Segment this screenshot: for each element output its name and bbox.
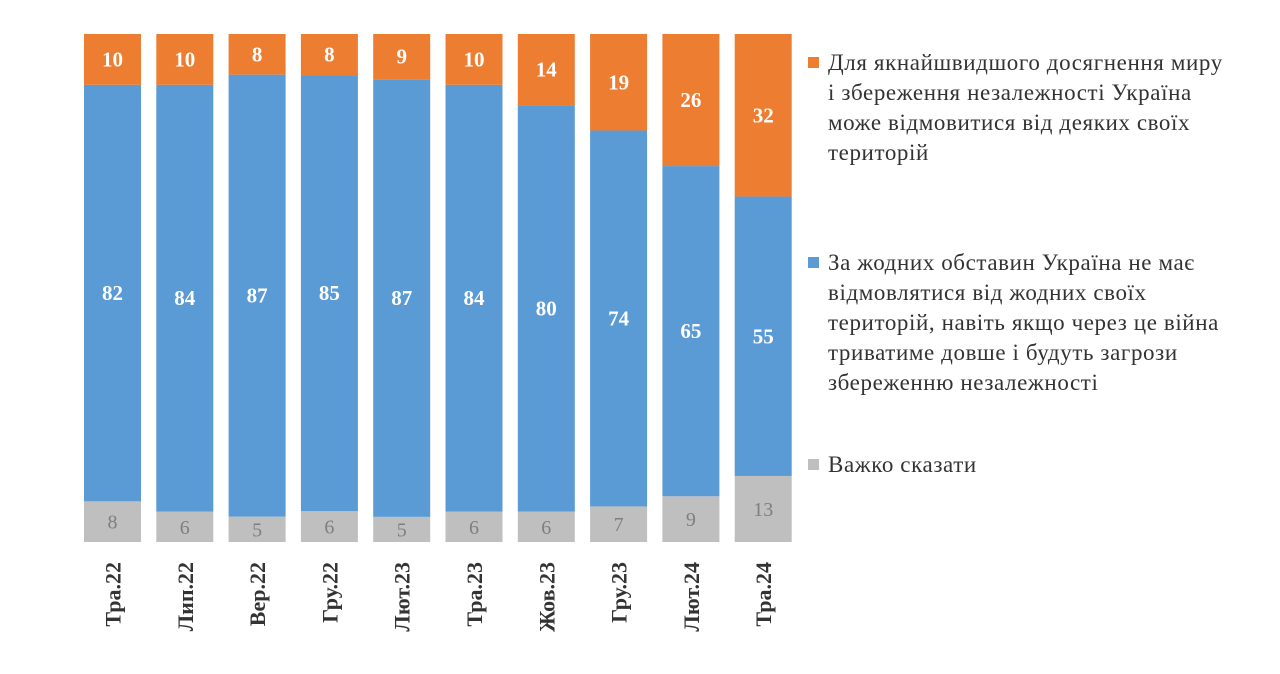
legend-label: Важко сказати [828,452,977,477]
data-label-concede: 10 [174,47,195,71]
bar-segment-refuse [590,130,648,507]
bar-segment-refuse [734,196,792,476]
data-label-refuse: 87 [391,286,412,310]
bar-segment-refuse [228,74,286,517]
x-tick-label: Лют.24 [679,562,704,632]
data-label-unsure: 6 [541,517,551,539]
bar-segment-unsure [590,506,648,542]
bar-segment-concede [228,34,286,75]
bar-segment-refuse [445,84,503,512]
bar-segment-refuse [156,84,214,512]
x-tick-label: Тра.22 [101,562,126,627]
legend-item-concede: Для якнайшвидшого досягнення миру і збер… [808,48,1228,168]
bar-segment-unsure [373,516,431,542]
data-label-concede: 19 [608,70,629,94]
data-label-concede: 8 [252,42,263,66]
legend-swatch [808,57,819,68]
data-label-unsure: 9 [686,509,696,531]
bar-segment-concede [445,34,503,85]
data-label-concede: 8 [324,43,335,67]
bar-segment-concede [84,34,141,85]
bar-segment-concede [662,34,720,167]
x-tick-label: Гру.23 [607,562,632,623]
data-label-concede: 9 [396,45,407,69]
data-label-refuse: 82 [102,281,123,305]
legend-label: Для якнайшвидшого досягнення миру і збер… [828,50,1223,165]
x-tick-label: Тра.24 [751,562,776,627]
legend-label: За жодних обставин Україна не має відмов… [828,250,1219,395]
data-label-refuse: 55 [753,324,774,348]
data-label-concede: 14 [536,58,558,82]
data-label-refuse: 65 [680,319,701,343]
bar-segment-unsure [300,511,358,542]
bar-segment-concede [590,34,648,131]
data-label-refuse: 74 [608,306,630,330]
data-label-unsure: 5 [397,519,407,541]
legend-swatch [808,459,819,470]
data-label-refuse: 84 [464,286,486,310]
bar-segment-unsure [445,511,503,542]
x-tick-label: Вер.22 [245,562,270,626]
data-label-unsure: 6 [180,517,190,539]
data-label-unsure: 5 [252,519,262,541]
x-tick-label: Жов.23 [534,562,559,632]
data-label-unsure: 6 [324,517,334,539]
bar-segment-refuse [662,166,720,497]
legend-item-refuse: За жодних обставин Україна не має відмов… [808,248,1228,428]
bar-segment-unsure [734,475,792,542]
data-label-concede: 26 [680,88,701,112]
data-label-concede: 10 [102,47,123,71]
data-label-unsure: 7 [614,514,624,536]
data-label-unsure: 8 [108,512,118,534]
data-label-refuse: 84 [174,286,196,310]
bar-segment-refuse [373,79,431,517]
bar-segment-unsure [228,516,286,542]
bar-segment-unsure [156,511,214,542]
data-label-concede: 10 [464,47,485,71]
data-label-refuse: 85 [319,281,340,305]
x-tick-label: Гру.22 [317,562,342,623]
bar-segment-unsure [84,501,141,542]
bar-segment-concede [156,34,214,85]
legend-swatch [808,257,819,268]
bar-segment-refuse [300,75,358,512]
x-tick-label: Лют.23 [390,562,415,632]
x-tick-label: Лип.22 [173,562,198,631]
bar-segment-refuse [84,84,141,502]
x-tick-label: Тра.23 [462,562,487,627]
bar-segment-concede [373,34,431,80]
bar-segment-unsure [517,511,575,542]
data-label-refuse: 87 [247,284,268,308]
bar-segment-unsure [662,496,720,542]
bar-segment-refuse [517,105,575,512]
legend-item-unsure: Важко сказати [808,450,1228,480]
bar-segment-concede [517,34,575,106]
data-label-concede: 32 [753,103,774,127]
data-label-unsure: 6 [469,517,479,539]
bar-segment-concede [300,34,358,76]
bar-segment-concede [734,34,792,197]
data-label-unsure: 13 [753,499,773,521]
data-label-refuse: 80 [536,296,557,320]
